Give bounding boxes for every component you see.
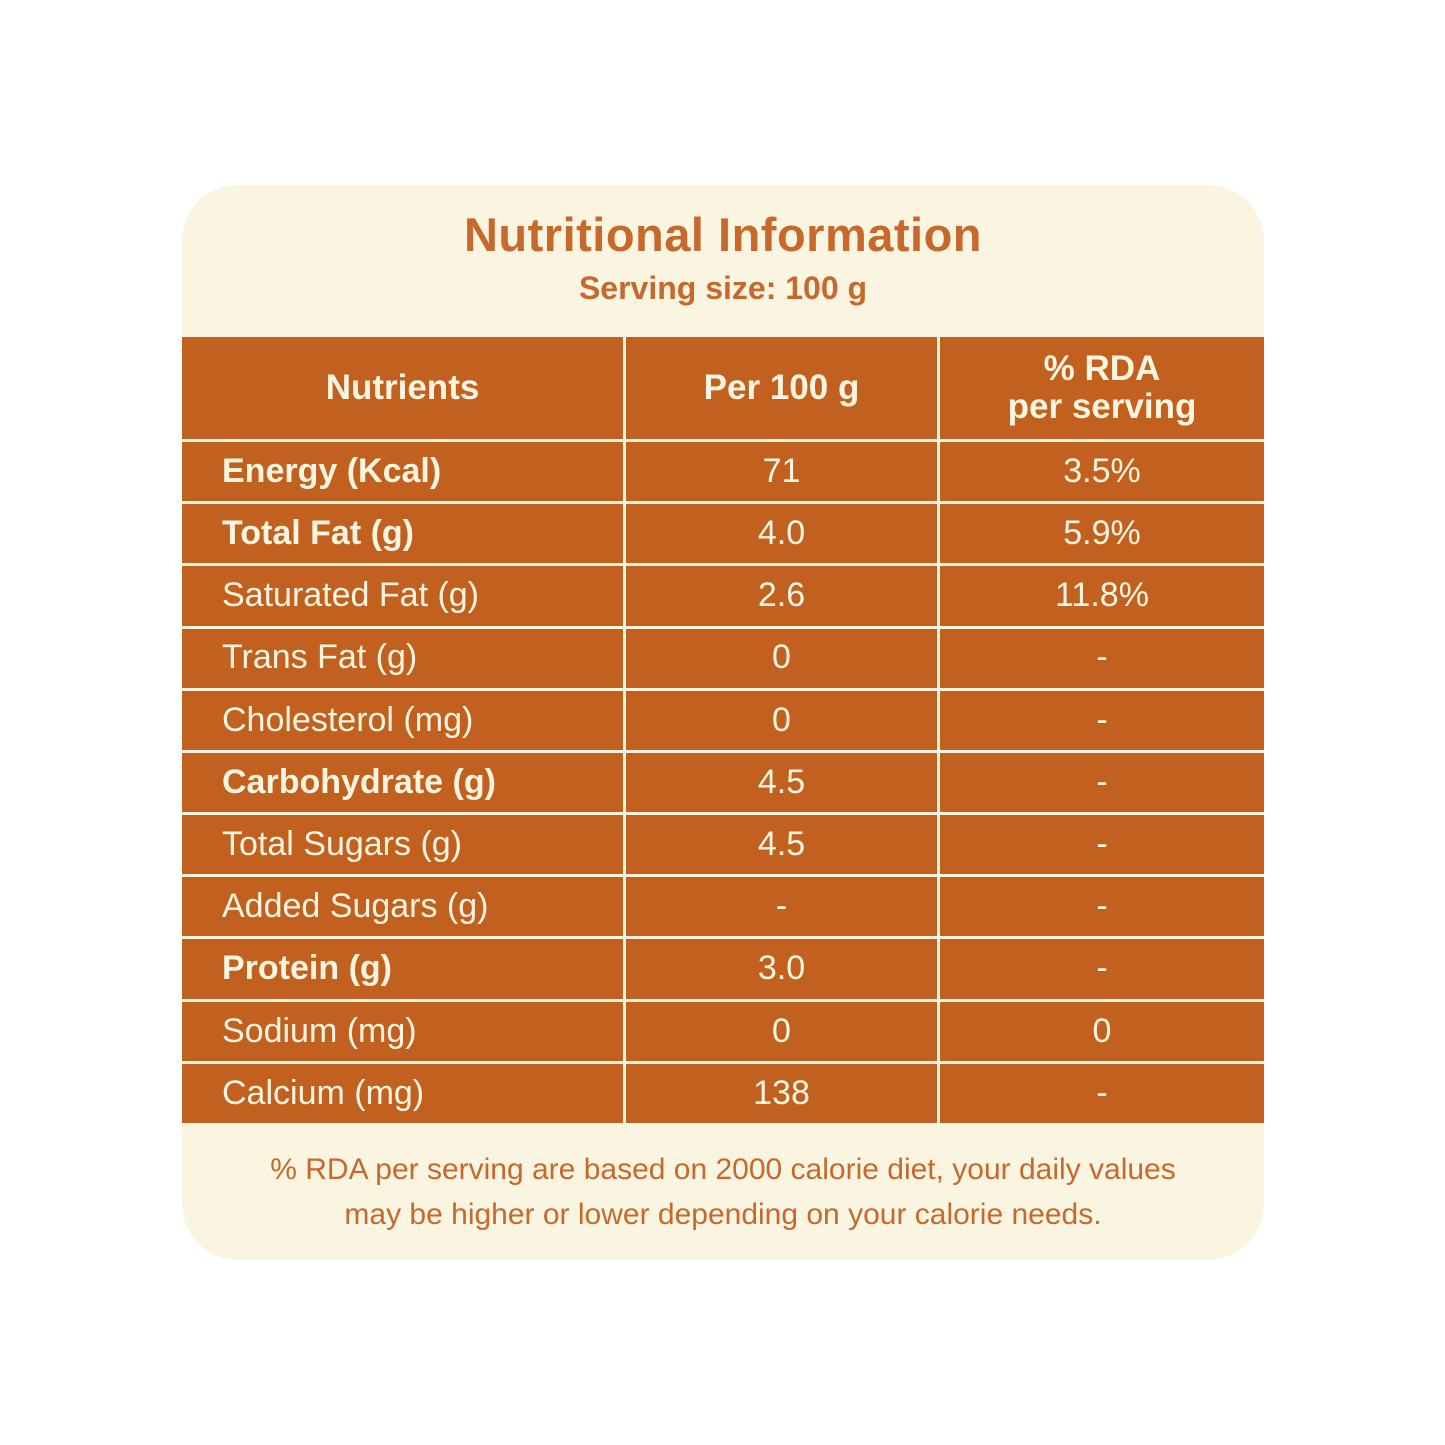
table-cell-per100g: 138 [626,1063,937,1123]
table-cell-rda: - [940,628,1264,688]
table-cell-rda: - [940,877,1264,937]
column-header-per-100g: Per 100 g [626,337,937,439]
table-cell-rda: 0 [940,1001,1264,1061]
table-cell-per100g: 0 [626,628,937,688]
table-cell-nutrient: Total Sugars (g) [182,815,623,875]
table-cell-nutrient: Calcium (mg) [182,1063,623,1123]
table-cell-per100g: 2.6 [626,566,937,626]
table-cell-nutrient: Sodium (mg) [182,1001,623,1061]
table-cell-per100g: 4.5 [626,815,937,875]
table-cell-per100g: 0 [626,690,937,750]
table-cell-nutrient: Carbohydrate (g) [182,752,623,813]
column-header-rda-per-serving: % RDA per serving [940,337,1264,439]
table-cell-per100g: 4.5 [626,752,937,813]
table-cell-rda: 11.8% [940,566,1264,626]
table-cell-rda: 3.5% [940,442,1264,502]
table-cell-nutrient: Protein (g) [182,939,623,999]
page-title: Nutritional Information [463,208,982,261]
table-cell-per100g: 71 [626,442,937,502]
table-cell-rda: - [940,752,1264,813]
table-cell-per100g: - [626,877,937,937]
serving-size-text: Serving size: 100 g [578,270,868,306]
table-cell-per100g: 3.0 [626,939,937,999]
table-cell-rda: - [940,939,1264,999]
rda-disclaimer: % RDA per serving are based on 2000 calo… [182,1123,1264,1260]
rda-disclaimer-line2: may be higher or lower depending on your… [344,1197,1102,1231]
table-cell-rda: - [940,690,1264,750]
table-cell-nutrient: Saturated Fat (g) [182,566,623,626]
nutrition-label-card: Nutritional Information Serving size: 10… [182,185,1264,1260]
table-cell-nutrient: Energy (Kcal) [182,442,623,502]
table-cell-nutrient: Trans Fat (g) [182,628,623,688]
table-cell-rda: 5.9% [940,504,1264,564]
table-cell-rda: - [940,1063,1264,1123]
nutrition-table: Nutrients Per 100 g % RDA per serving En… [182,337,1264,1123]
table-cell-nutrient: Cholesterol (mg) [182,690,623,750]
table-cell-nutrient: Added Sugars (g) [182,877,623,937]
table-cell-per100g: 0 [626,1001,937,1061]
column-header-nutrients: Nutrients [182,337,623,439]
rda-disclaimer-line1: % RDA per serving are based on 2000 calo… [270,1152,1176,1186]
label-header: Nutritional Information Serving size: 10… [182,185,1264,337]
table-cell-per100g: 4.0 [626,504,937,564]
table-cell-nutrient: Total Fat (g) [182,504,623,564]
table-cell-rda: - [940,815,1264,875]
